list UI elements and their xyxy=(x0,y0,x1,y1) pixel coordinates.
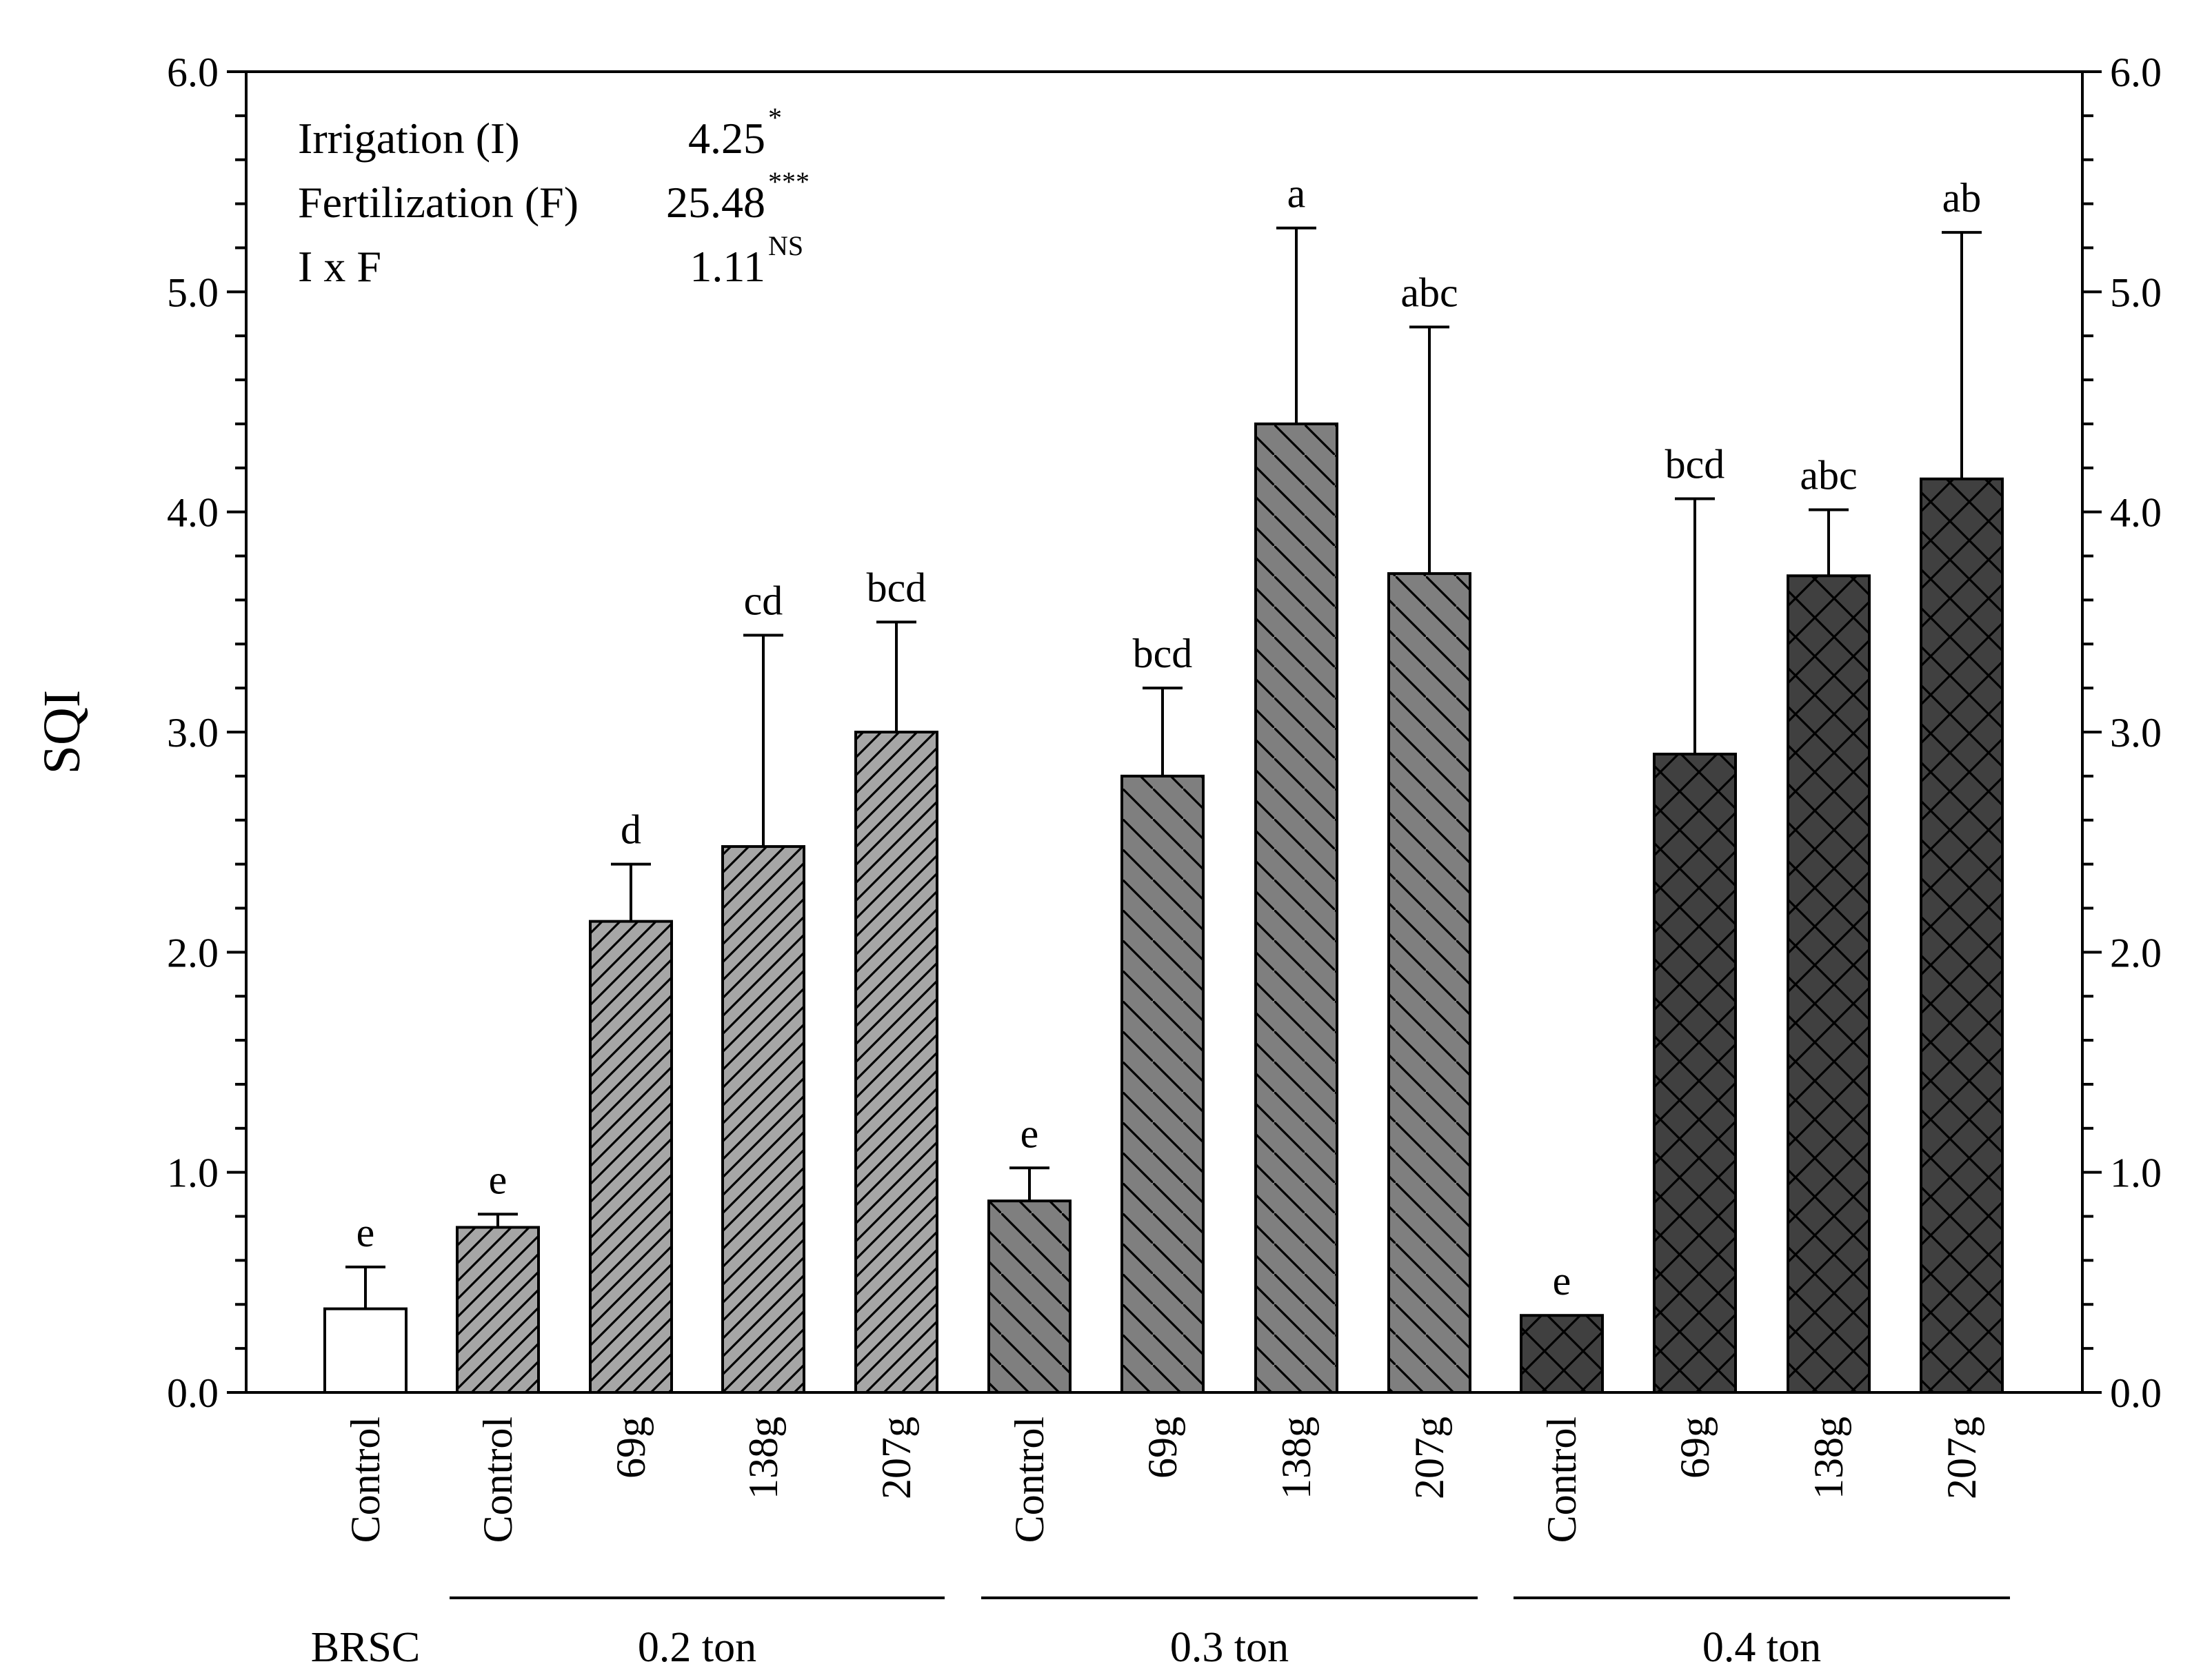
significance-letter: abc xyxy=(1400,270,1458,315)
category-label: Control xyxy=(343,1417,388,1543)
annotation-value: 25.48 xyxy=(666,178,765,227)
significance-letter: e xyxy=(1020,1111,1039,1156)
y-tick-label-left: 5.0 xyxy=(167,270,219,315)
annotation-value: 4.25 xyxy=(688,114,765,163)
category-label: 138g xyxy=(741,1417,786,1499)
category-label: 138g xyxy=(1274,1417,1319,1499)
y-tick-label-left: 1.0 xyxy=(167,1150,219,1196)
bar xyxy=(456,1226,540,1394)
bar xyxy=(1653,752,1737,1394)
category-label: 207g xyxy=(874,1417,919,1499)
bar xyxy=(721,845,805,1394)
bar xyxy=(987,1199,1072,1395)
category-label: 207g xyxy=(1939,1417,1984,1499)
y-tick-label-right: 2.0 xyxy=(2110,930,2162,975)
annotation-label: Fertilization (F) xyxy=(298,178,579,227)
significance-letter: cd xyxy=(744,578,783,623)
y-tick-label-right: 1.0 xyxy=(2110,1150,2162,1196)
group-label: 0.4 ton xyxy=(1702,1624,1821,1670)
y-tick-label-right: 3.0 xyxy=(2110,710,2162,756)
y-tick-label-left: 3.0 xyxy=(167,710,219,756)
bar xyxy=(589,920,673,1395)
bar xyxy=(1254,422,1338,1394)
significance-letter: bcd xyxy=(1665,442,1725,487)
bar xyxy=(323,1307,408,1394)
category-label: Control xyxy=(475,1417,521,1543)
group-label: BRSC xyxy=(311,1624,421,1670)
bar xyxy=(1787,574,1871,1394)
bar xyxy=(1520,1314,1604,1394)
category-label: Control xyxy=(1007,1417,1052,1543)
category-label: 138g xyxy=(1806,1417,1851,1499)
category-label: Control xyxy=(1539,1417,1585,1543)
bar xyxy=(1387,572,1471,1395)
y-tick-label-left: 0.0 xyxy=(167,1370,219,1416)
y-tick-label-right: 4.0 xyxy=(2110,490,2162,536)
significance-letter: abc xyxy=(1800,452,1857,498)
category-label: 207g xyxy=(1407,1417,1452,1499)
annotation-superscript: * xyxy=(768,102,782,133)
y-tick-label-left: 4.0 xyxy=(167,490,219,536)
significance-letter: e xyxy=(356,1210,375,1255)
y-tick-label-right: 0.0 xyxy=(2110,1370,2162,1416)
y-tick-label-left: 6.0 xyxy=(167,50,219,95)
category-label: 69g xyxy=(1672,1417,1718,1479)
bar xyxy=(1120,774,1205,1395)
significance-letter: bcd xyxy=(867,565,927,610)
significance-letter: bcd xyxy=(1133,631,1193,676)
significance-letter: d xyxy=(621,807,641,853)
bar xyxy=(1920,477,2004,1394)
significance-letter: e xyxy=(489,1157,507,1202)
significance-letter: ab xyxy=(1942,175,1982,221)
significance-letter: e xyxy=(1553,1258,1571,1304)
y-tick-label-right: 6.0 xyxy=(2110,50,2162,95)
category-label: 69g xyxy=(608,1417,654,1479)
annotation-superscript: NS xyxy=(768,230,803,261)
significance-letter: a xyxy=(1287,171,1306,216)
annotation-label: Irrigation (I) xyxy=(298,114,520,163)
group-label: 0.3 ton xyxy=(1170,1624,1289,1670)
bar xyxy=(854,731,938,1394)
group-label: 0.2 ton xyxy=(638,1624,756,1670)
annotation-value: 1.11 xyxy=(690,242,765,291)
y-tick-label-right: 5.0 xyxy=(2110,270,2162,315)
y-tick-label-left: 2.0 xyxy=(167,930,219,975)
category-label: 69g xyxy=(1140,1417,1185,1479)
annotation-label: I x F xyxy=(298,242,381,291)
y-axis-title: SQI xyxy=(33,690,91,774)
annotation-superscript: *** xyxy=(768,166,810,197)
